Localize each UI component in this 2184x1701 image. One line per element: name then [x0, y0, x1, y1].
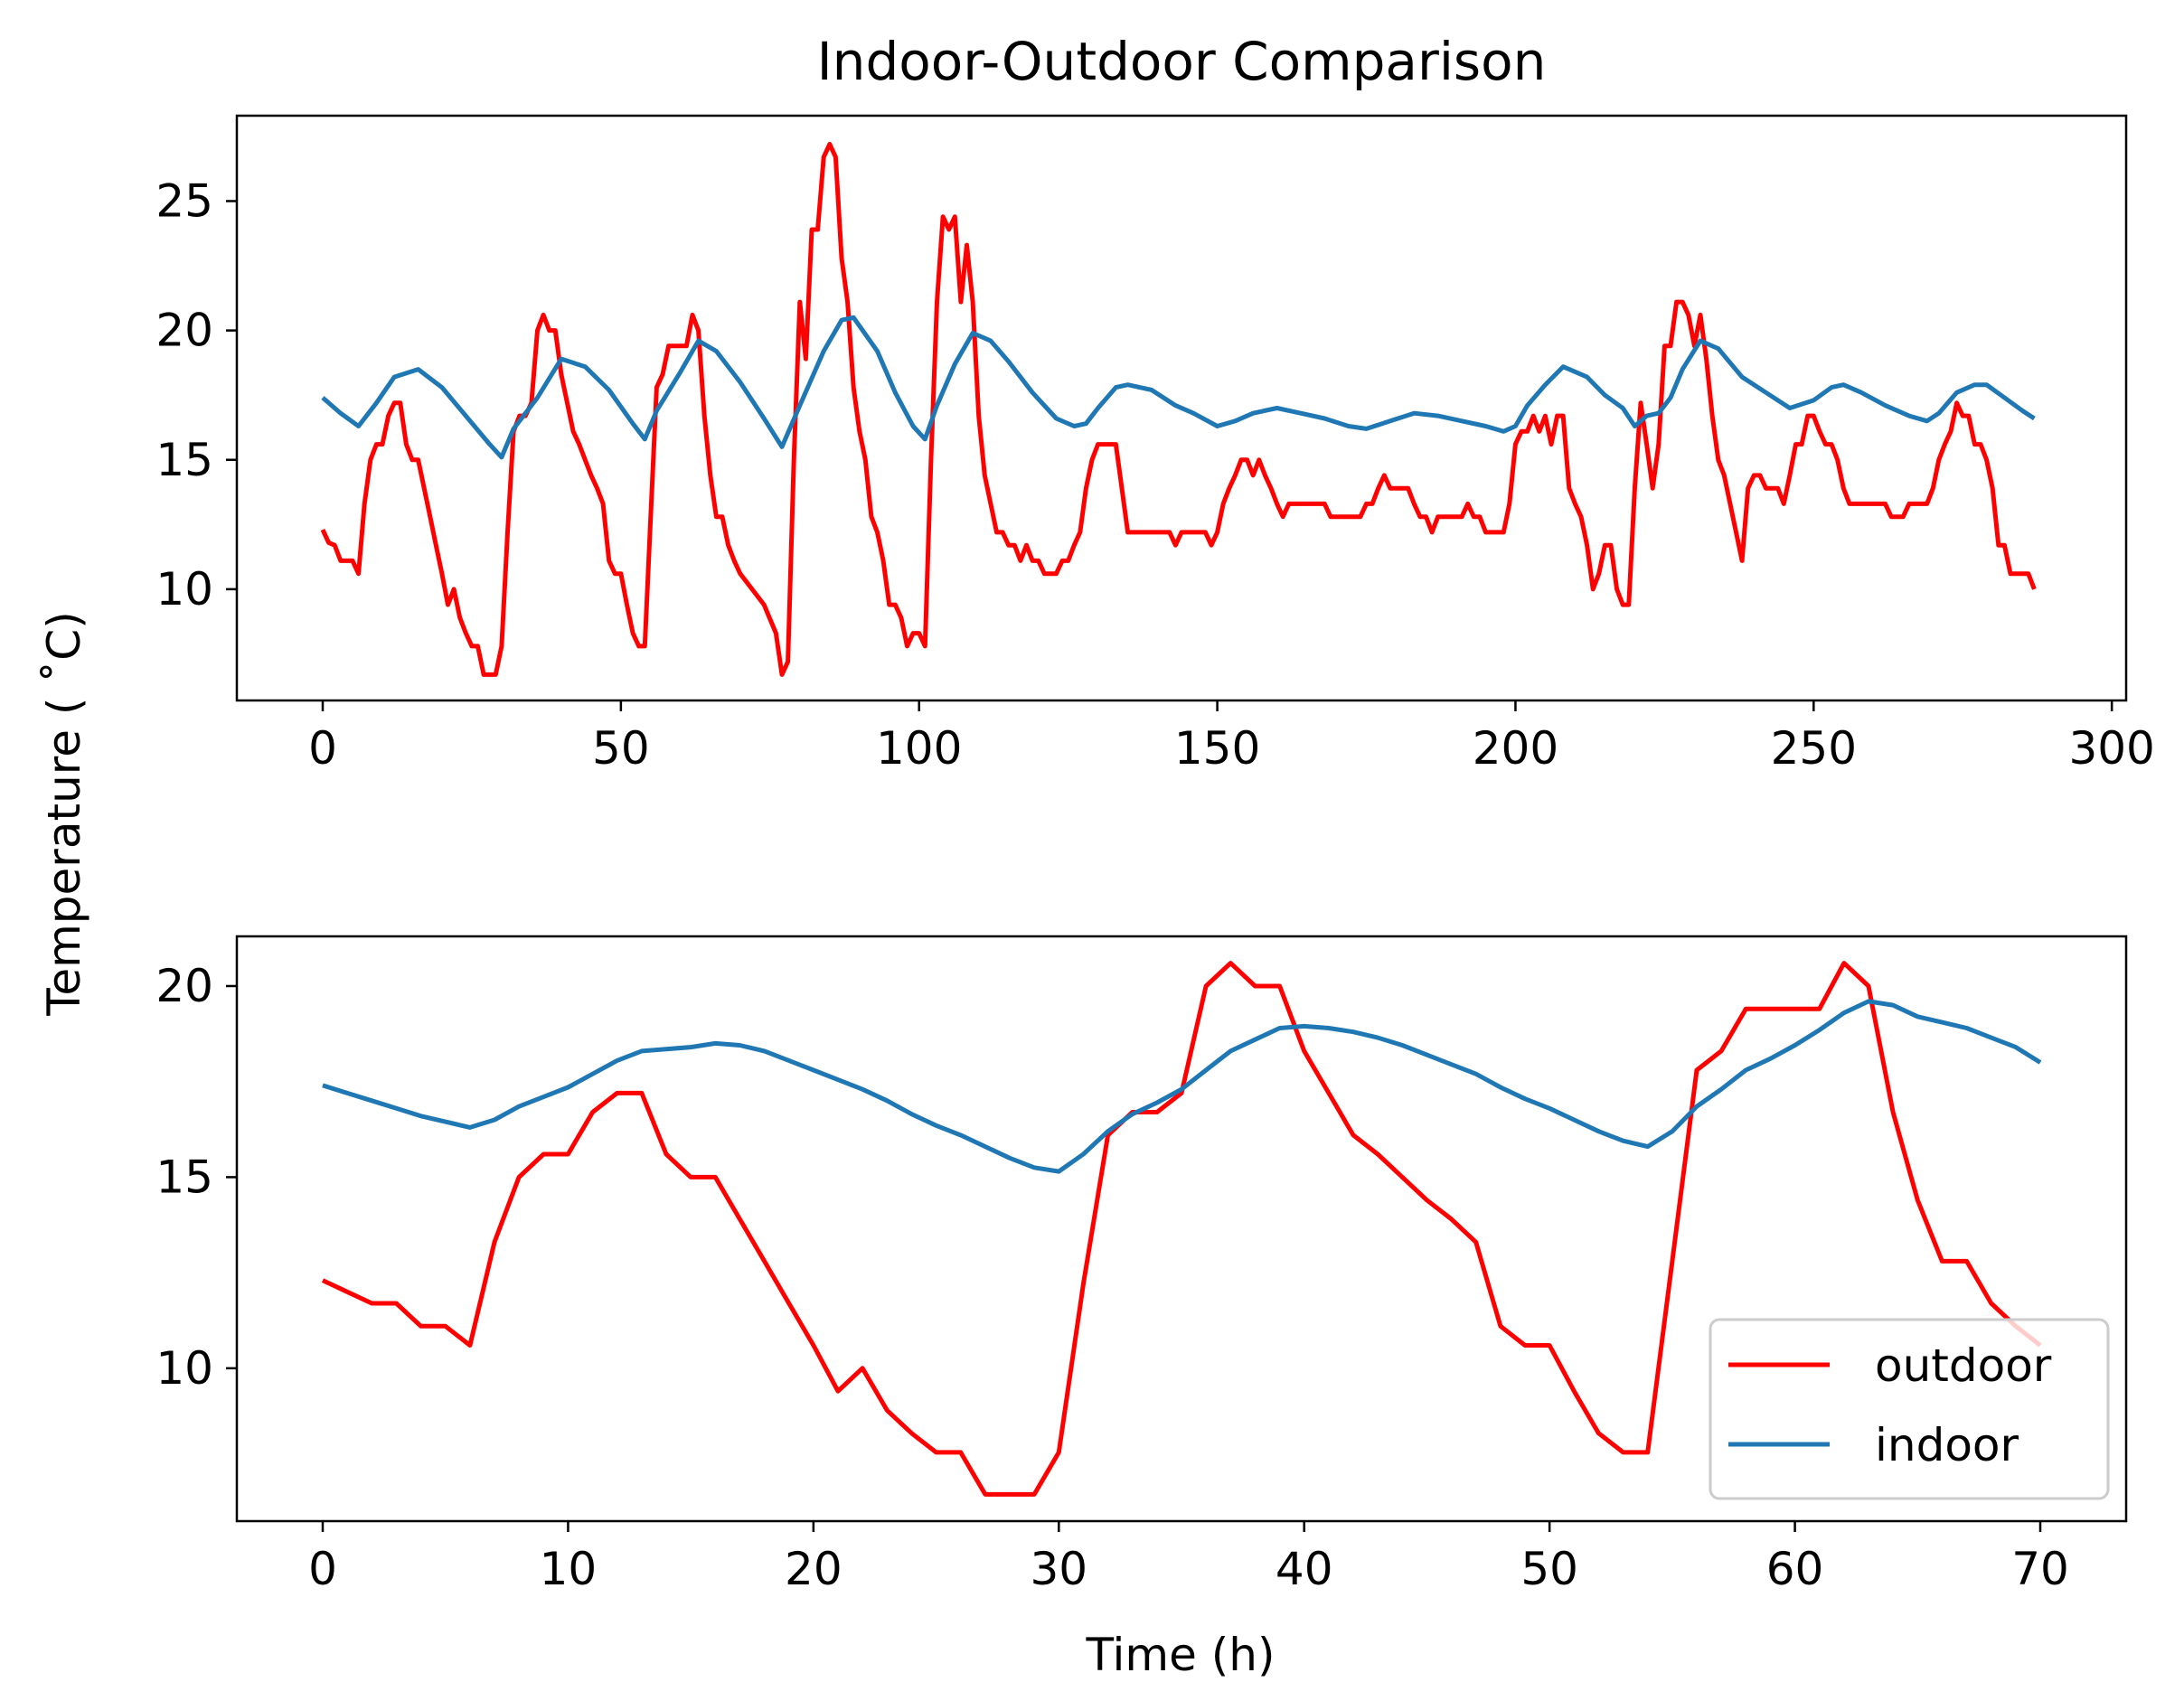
top-y-tick-label: 15	[155, 434, 213, 486]
bottom-x-tick-label: 30	[1030, 1543, 1087, 1595]
chart-title: Indoor-Outdoor Comparison	[817, 31, 1547, 92]
top-axes-frame	[235, 114, 2128, 702]
x-axis-label: Time (h)	[1086, 1629, 1276, 1681]
top-outdoor-line	[320, 142, 2037, 677]
bottom-x-tick-label: 50	[1520, 1543, 1578, 1595]
top-x-tick-label: 200	[1473, 722, 1558, 775]
top-x-tick-label: 250	[1771, 722, 1857, 775]
y-axis-label: Temperature ( ˚C)	[38, 611, 90, 1016]
bottom-x-tick-label: 40	[1276, 1543, 1333, 1595]
bottom-x-tick-label: 10	[540, 1543, 598, 1595]
bottom-y-tick-label: 20	[155, 960, 213, 1012]
top-x-tick-label: 150	[1174, 722, 1260, 775]
legend-outdoor-label: outdoor	[1875, 1339, 2052, 1392]
bottom-y-tick-label: 10	[155, 1342, 213, 1395]
top-y-tick-label: 10	[155, 563, 213, 616]
bottom-panel: 0 10 20 30 40 50 60 70 10 15 20	[155, 935, 2128, 1595]
bottom-y-tick-label: 15	[155, 1151, 213, 1203]
bottom-x-tick-label: 20	[785, 1543, 843, 1595]
top-panel: 0 50 100 150 200 250 300 10 15 20 25	[155, 114, 2155, 775]
bottom-x-tick-label: 70	[2011, 1543, 2069, 1595]
bottom-x-tick-label: 60	[1766, 1543, 1824, 1595]
legend-indoor-label: indoor	[1875, 1419, 2019, 1471]
top-indoor-line	[321, 315, 2036, 460]
top-y-tick-label: 20	[155, 305, 213, 357]
bottom-axes-frame	[235, 935, 2128, 1523]
top-x-tick-label: 300	[2068, 722, 2154, 775]
top-x-tick-label: 100	[876, 722, 962, 775]
top-y-tick-label: 25	[155, 174, 213, 227]
bottom-indoor-line	[322, 999, 2042, 1174]
bottom-outdoor-line	[321, 961, 2042, 1497]
top-x-tick-label: 50	[592, 722, 650, 775]
legend: outdoor indoor	[1709, 1318, 2110, 1500]
top-x-tick-label: 0	[308, 722, 337, 775]
bottom-x-tick-label: 0	[308, 1543, 337, 1595]
